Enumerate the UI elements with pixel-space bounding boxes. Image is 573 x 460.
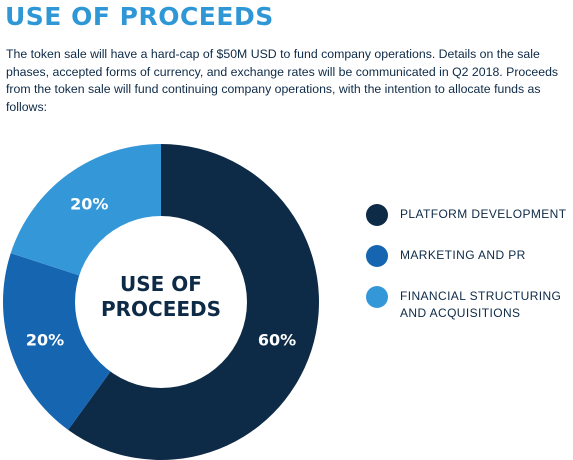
center-label-line-1: USE OF [120,272,202,296]
legend-label: PLATFORM DEVELOPMENT [400,207,567,221]
legend-item-platform-development: PLATFORM DEVELOPMENT [366,203,571,226]
legend-item-financial-structuring: FINANCIAL STRUCTURING AND ACQUISITIONS [366,285,571,322]
donut-hole [75,216,247,388]
slice-value-label: 20% [70,194,108,213]
legend-swatch [366,245,388,267]
legend-swatch [366,286,388,308]
chart-legend: PLATFORM DEVELOPMENT MARKETING AND PR FI… [366,203,571,343]
value-labels: 60% 20% 20% [26,194,296,349]
center-label-line-2: PROCEEDS [101,297,221,321]
legend-label: FINANCIAL STRUCTURING AND ACQUISITIONS [400,289,562,320]
slice-value-label: 60% [258,331,296,350]
slice-value-label: 20% [26,331,64,350]
legend-label: MARKETING AND PR [400,248,526,262]
legend-item-marketing-and-pr: MARKETING AND PR [366,244,571,267]
legend-swatch [366,204,388,226]
intro-paragraph: The token sale will have a hard-cap of $… [6,47,559,114]
page-title: USE OF PROCEEDS [5,2,274,31]
